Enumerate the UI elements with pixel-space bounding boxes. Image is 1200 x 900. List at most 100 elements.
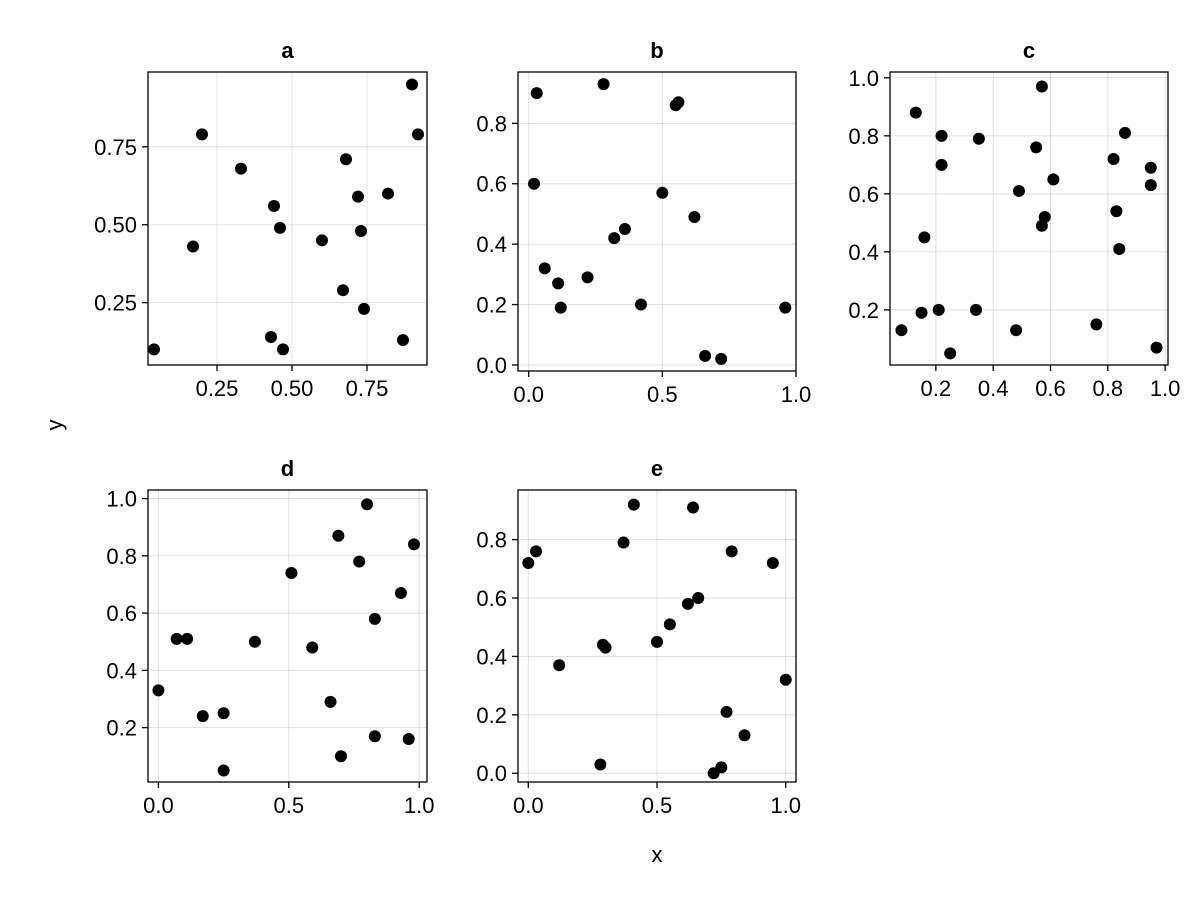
- x-tick-label: 0.0: [513, 382, 544, 407]
- y-tick-label: 0.4: [476, 232, 507, 257]
- panel-title: b: [650, 38, 663, 63]
- scatter-point: [522, 557, 535, 569]
- y-tick-label: 0.6: [476, 172, 507, 197]
- y-tick-label: 0.75: [94, 135, 137, 160]
- scatter-point: [687, 501, 700, 514]
- panel-e: 0.0 0.5 1.0 0.0 0.2 0.4 0.6 0.8 e: [476, 456, 801, 818]
- scatter-point: [1090, 318, 1103, 331]
- panel-a: 0.25 0.50 0.75 0.25 0.50 0.75 a: [94, 38, 428, 401]
- scatter-point: [932, 303, 945, 316]
- scatter-point: [552, 277, 565, 290]
- scatter-point: [599, 641, 612, 654]
- panel-title: e: [651, 456, 663, 481]
- x-tick-label: 1.0: [770, 793, 801, 818]
- x-tick-label: 0.5: [647, 382, 678, 407]
- x-tick-label: 0.2: [921, 376, 952, 401]
- scatter-point: [692, 592, 705, 605]
- x-tick-label: 1.0: [404, 793, 435, 818]
- x-tick-label: 0.5: [642, 793, 673, 818]
- scatter-point: [196, 128, 208, 141]
- scatter-point: [274, 221, 286, 234]
- scatter-point: [353, 555, 366, 568]
- scatter-point: [412, 128, 424, 141]
- scatter-point: [972, 132, 985, 145]
- scatter-point: [618, 223, 631, 236]
- scatter-point: [530, 545, 543, 558]
- scatter-point: [627, 498, 640, 511]
- scatter-point: [406, 78, 418, 91]
- panel-title: a: [281, 38, 294, 63]
- y-tick-label: 0.25: [94, 291, 137, 316]
- y-axis-label: y: [42, 420, 67, 431]
- scatter-point: [681, 597, 694, 610]
- scatter-point: [1119, 126, 1132, 139]
- y-tick-label: 0.4: [106, 658, 137, 683]
- scatter-point: [382, 187, 394, 200]
- scatter-point: [935, 158, 948, 171]
- x-axis-label: x: [652, 842, 663, 867]
- scatter-point: [528, 177, 541, 190]
- scatter-point: [1010, 324, 1023, 337]
- x-tick-label: 0.75: [346, 376, 389, 401]
- scatter-point: [196, 710, 209, 723]
- scatter-point: [152, 684, 165, 697]
- scatter-point: [720, 705, 733, 718]
- scatter-point: [306, 641, 319, 654]
- panel-title: c: [1023, 38, 1035, 63]
- y-tick-label: 0.4: [848, 240, 879, 265]
- scatter-point: [277, 343, 289, 356]
- scatter-point: [766, 557, 779, 569]
- scatter-point: [779, 301, 792, 314]
- scatter-point: [397, 334, 409, 347]
- y-tick-label: 0.6: [106, 601, 137, 626]
- scatter-point: [594, 758, 607, 771]
- scatter-point: [316, 234, 328, 247]
- scatter-point: [918, 231, 931, 244]
- scatter-point: [1047, 173, 1060, 186]
- scatter-point: [352, 190, 364, 203]
- scatter-point: [915, 306, 928, 319]
- scatter-point: [1110, 205, 1123, 218]
- scatter-point: [1113, 242, 1126, 255]
- scatter-point: [187, 240, 199, 253]
- scatter-point: [340, 153, 352, 166]
- scatter-point: [935, 129, 948, 142]
- scatter-point: [1144, 161, 1157, 174]
- scatter-point: [944, 347, 957, 360]
- scatter-point: [1030, 141, 1043, 154]
- scatter-point: [909, 106, 922, 119]
- panel-d: 0.0 0.5 1.0 0.2 0.4 0.6 0.8 1.0 d: [106, 456, 434, 818]
- axes-frame: [147, 489, 428, 783]
- scatter-point: [361, 498, 374, 511]
- x-tick-label: 1.0: [1150, 376, 1181, 401]
- axes-frame: [889, 71, 1169, 366]
- x-tick-label: 0.0: [513, 793, 544, 818]
- y-tick-label: 0.0: [476, 353, 507, 378]
- scatter-point: [170, 632, 183, 645]
- scatter-point: [699, 349, 712, 362]
- x-tick-label: 0.50: [271, 376, 314, 401]
- panel-c: 0.2 0.4 0.6 0.8 1.0 0.2 0.4 0.6 0.8 1.0 c: [848, 38, 1180, 401]
- scatter-point: [355, 224, 367, 237]
- x-tick-label: 0.25: [196, 376, 239, 401]
- y-tick-label: 0.8: [476, 528, 507, 553]
- scatter-point: [217, 707, 230, 720]
- scatter-point: [617, 536, 630, 549]
- y-tick-label: 0.6: [848, 182, 879, 207]
- scatter-point: [530, 87, 543, 100]
- scatter-point: [332, 529, 345, 542]
- scatter-point: [634, 298, 647, 311]
- scatter-point: [235, 162, 247, 175]
- scatter-point: [538, 262, 551, 275]
- scatter-point: [324, 695, 337, 708]
- scatter-point: [1150, 341, 1163, 354]
- y-tick-label: 0.2: [476, 293, 507, 318]
- axes-frame: [517, 71, 797, 372]
- axes-frame: [147, 71, 428, 366]
- x-tick-label: 0.6: [1035, 376, 1066, 401]
- scatter-point: [217, 764, 230, 777]
- scatter-point: [285, 567, 298, 580]
- scatter-point: [148, 343, 160, 356]
- x-tick-label: 0.8: [1093, 376, 1124, 401]
- x-tick-label: 0.0: [143, 793, 174, 818]
